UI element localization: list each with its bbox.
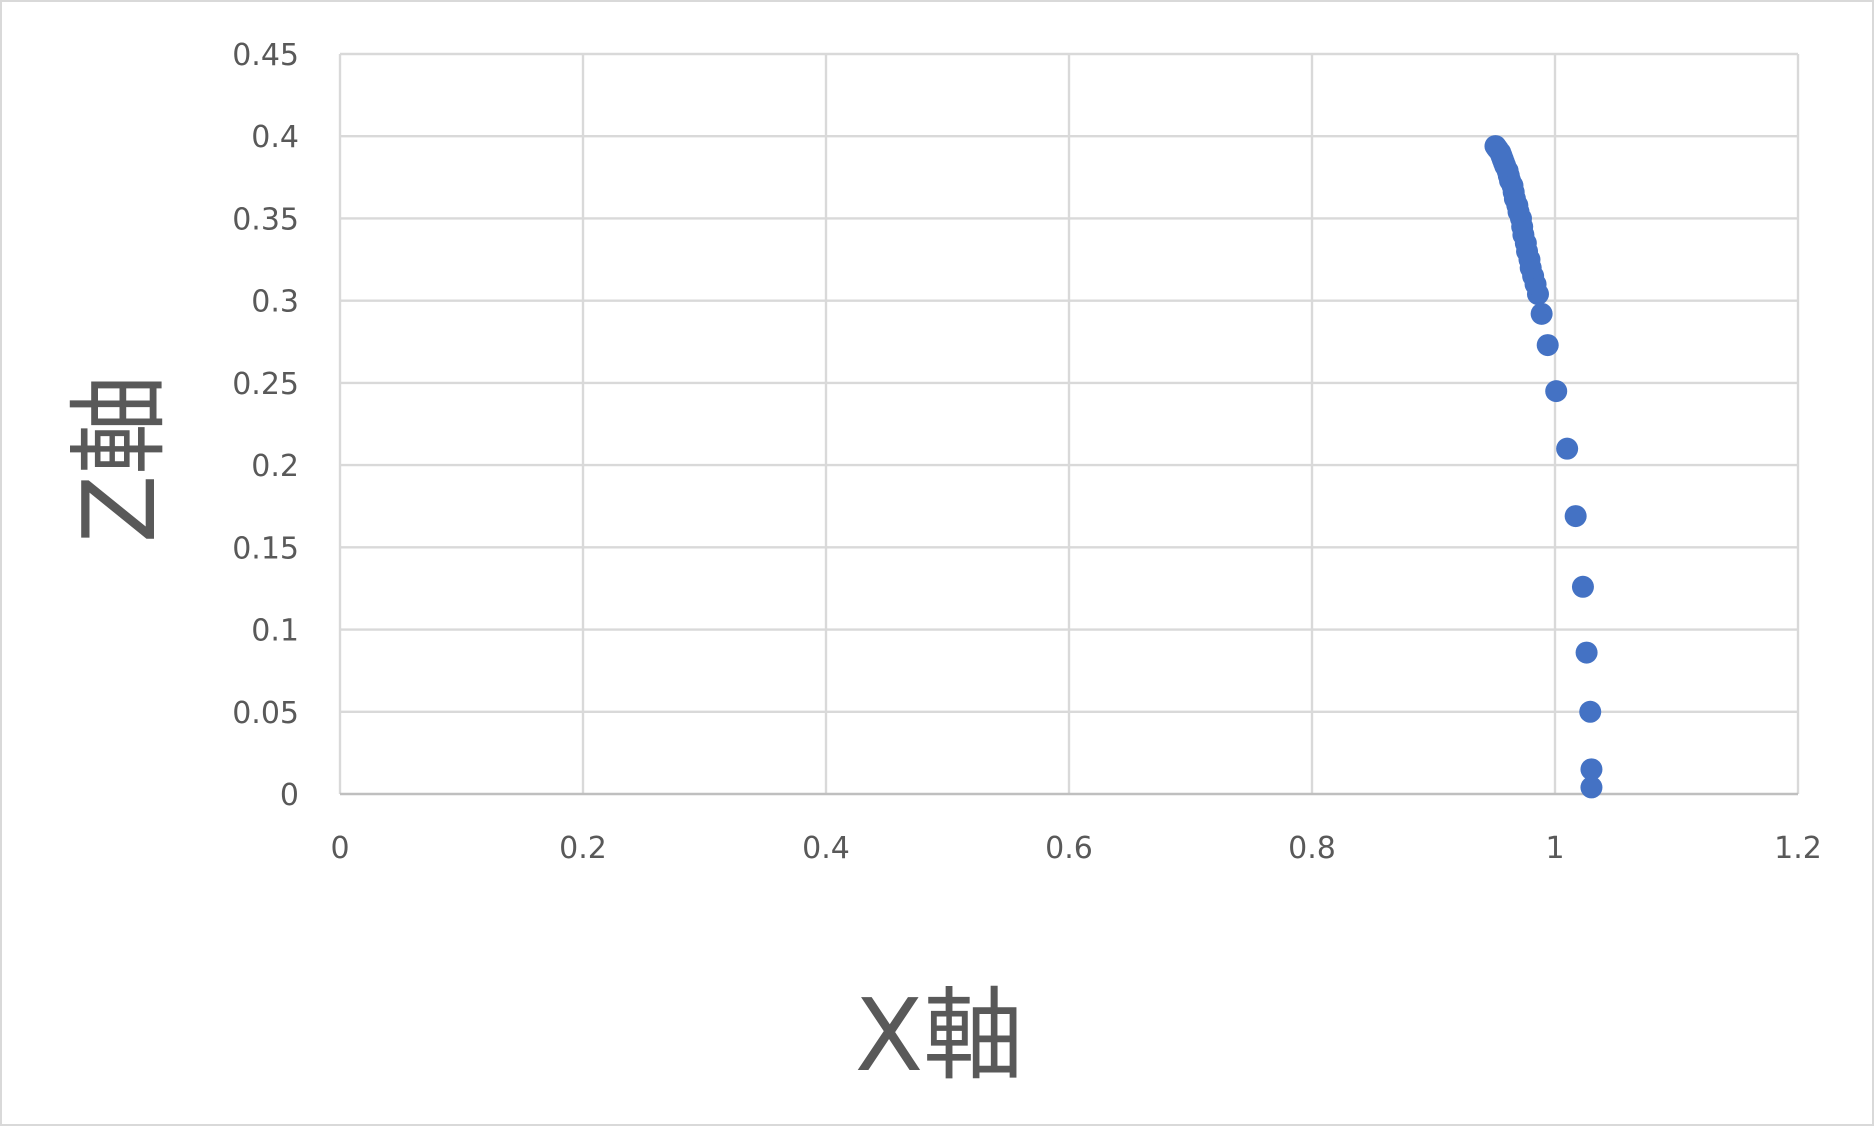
y-tick-label: 0.3	[251, 285, 299, 320]
data-point	[1571, 575, 1594, 598]
data-point	[1530, 302, 1553, 325]
x-tick-label: 1	[1545, 831, 1564, 866]
data-point	[1579, 700, 1602, 723]
x-tick-label: 0.2	[559, 831, 607, 866]
data-point	[1556, 437, 1579, 460]
x-tick-label: 0	[330, 831, 349, 866]
y-tick-label: 0.2	[251, 449, 299, 484]
data-point	[1536, 334, 1559, 357]
x-tick-label: 0.8	[1288, 831, 1336, 866]
gridlines	[338, 52, 1800, 794]
y-tick-label: 0.45	[232, 38, 299, 73]
data-point	[1580, 758, 1603, 781]
data-point	[1564, 505, 1587, 528]
y-tick-label: 0.1	[251, 614, 299, 649]
y-tick-label: 0.15	[232, 531, 299, 566]
y-tick-label: 0.4	[251, 120, 299, 155]
data-point	[1580, 776, 1603, 799]
y-tick-label: 0.05	[232, 696, 299, 731]
y-tick-label: 0.35	[232, 202, 299, 237]
y-axis-title: Z軸	[61, 375, 178, 544]
data-point	[1484, 135, 1507, 158]
x-tick-label: 1.2	[1774, 831, 1822, 866]
x-tick-label: 0.6	[1045, 831, 1093, 866]
data-point	[1545, 380, 1568, 403]
y-tick-label: 0.25	[232, 367, 299, 402]
tick-labels: 0 0.05 0.1 0.15 0.2 0.25 0.3 0.35 0.4 0.45 0 0.2 0.4…	[232, 38, 1822, 866]
data-point	[1575, 641, 1598, 664]
data-points	[1484, 135, 1603, 799]
y-tick-label: 0	[280, 778, 299, 813]
x-axis-title: X軸	[855, 977, 1024, 1094]
x-tick-label: 0.4	[802, 831, 850, 866]
